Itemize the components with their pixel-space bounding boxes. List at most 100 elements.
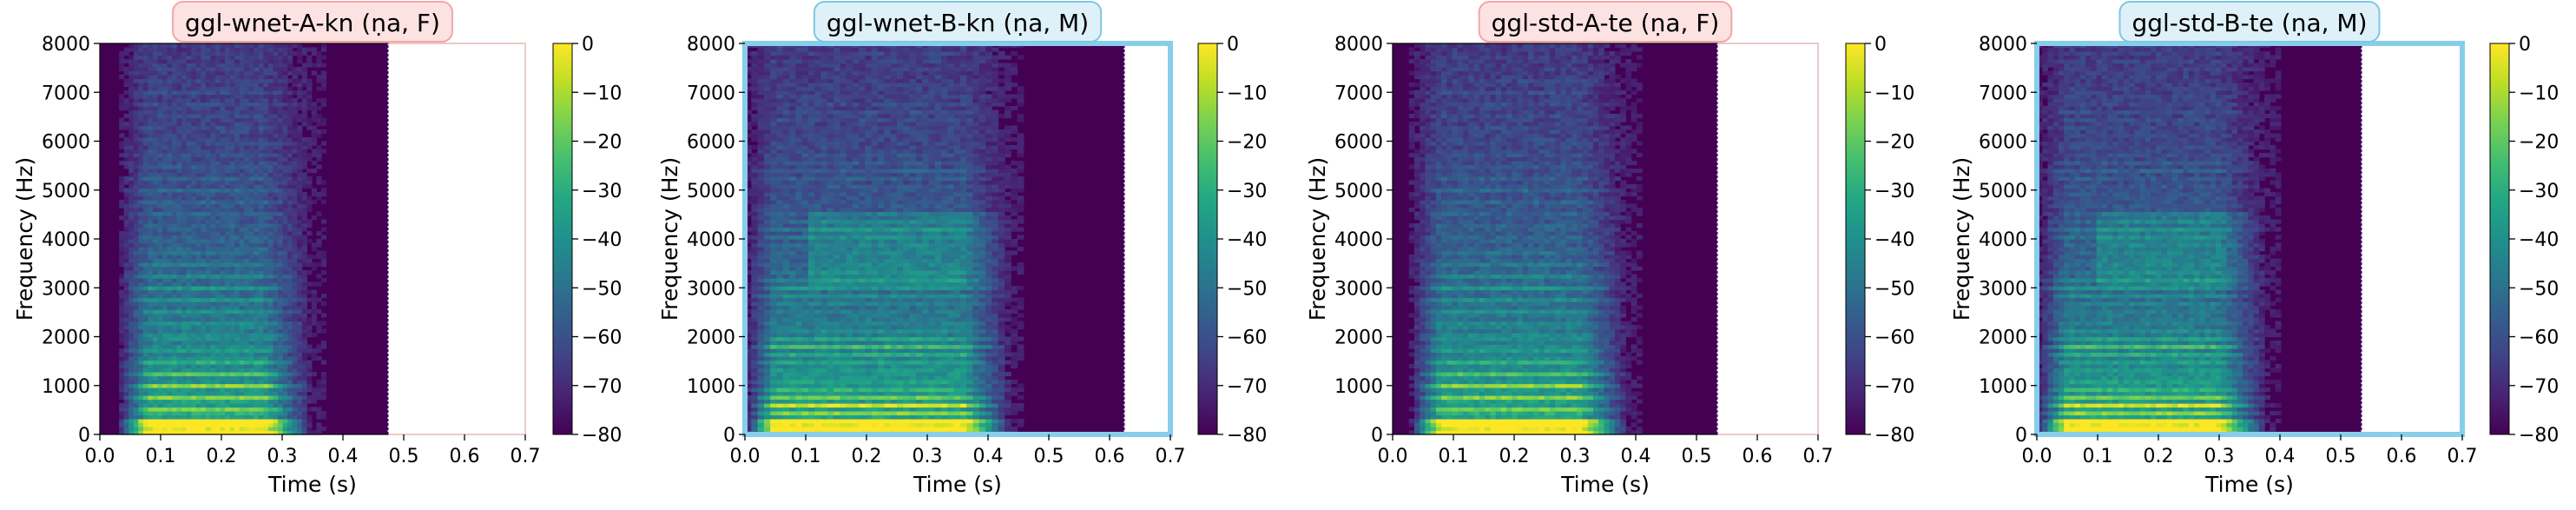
spectrogram-cell (181, 329, 187, 334)
spectrogram-cell (225, 223, 230, 228)
spectrogram-cell (172, 329, 177, 334)
spectrogram-cell (210, 137, 215, 142)
spectrogram-cell (196, 403, 201, 407)
spectrogram-cell (177, 196, 182, 201)
spectrogram-cell (138, 361, 143, 365)
spectrogram-cell (244, 317, 249, 321)
spectrogram-cell (302, 149, 307, 154)
spectrogram-cell (273, 243, 279, 248)
spectrogram-cell (758, 298, 765, 302)
spectrogram-cell (225, 333, 230, 337)
spectrogram-cell (254, 114, 259, 118)
spectrogram-cell (306, 208, 312, 212)
spectrogram-cell (225, 286, 230, 290)
spectrogram-cell (758, 169, 765, 173)
spectrogram-cell (162, 161, 168, 165)
spectrogram-cell (196, 157, 201, 162)
spectrogram-cell (297, 220, 302, 224)
spectrogram-cell (263, 103, 268, 107)
spectrogram-cell (134, 427, 139, 431)
spectrogram-cell (302, 419, 307, 423)
spectrogram-cell (259, 129, 264, 134)
spectrogram-cell (177, 118, 182, 123)
spectrogram-cell (263, 75, 268, 79)
spectrogram-cell (148, 309, 153, 314)
spectrogram-cell (206, 137, 211, 142)
spectrogram-cell (254, 83, 259, 87)
spectrogram-cell (124, 122, 129, 126)
spectrogram-cell (278, 329, 283, 334)
spectrogram-cell (230, 71, 235, 76)
spectrogram-cell (254, 134, 259, 138)
spectrogram-cell (172, 79, 177, 83)
spectrogram-cell (751, 223, 758, 228)
spectrogram-cell (312, 149, 317, 154)
spectrogram-cell (230, 51, 235, 56)
spectrogram-cell (206, 228, 211, 232)
spectrogram-cell (751, 348, 758, 353)
spectrogram-cell (240, 403, 245, 407)
spectrogram-cell (143, 395, 148, 400)
spectrogram-cell (293, 337, 298, 341)
spectrogram-cell (128, 103, 134, 107)
spectrogram-cell (770, 325, 777, 329)
spectrogram-cell (776, 345, 783, 349)
spectrogram-cell (795, 419, 802, 423)
spectrogram-cell (770, 235, 777, 240)
spectrogram-cell (181, 239, 187, 243)
spectrogram-cell (234, 415, 240, 420)
spectrogram-cell (196, 251, 201, 255)
spectrogram-cell (162, 192, 168, 196)
spectrogram-cell (134, 337, 139, 341)
spectrogram-cell (153, 278, 158, 282)
spectrogram-cell (215, 118, 221, 123)
spectrogram-cell (758, 79, 765, 83)
spectrogram-cell (234, 270, 240, 275)
spectrogram-cell (751, 294, 758, 298)
spectrogram-cell (177, 415, 182, 420)
spectrogram-cell (789, 129, 796, 134)
spectrogram-cell (783, 83, 790, 87)
spectrogram-cell (119, 314, 124, 318)
spectrogram-cell (283, 251, 288, 255)
spectrogram-cell (210, 353, 215, 357)
spectrogram-cell (187, 294, 192, 298)
spectrogram-cell (134, 145, 139, 149)
spectrogram-cell (764, 259, 771, 263)
spectrogram-cell (128, 387, 134, 392)
spectrogram-cell (770, 110, 777, 115)
spectrogram-cell (293, 212, 298, 216)
spectrogram-cell (789, 98, 796, 103)
spectrogram-cell (287, 184, 293, 189)
spectrogram-cell (162, 126, 168, 130)
spectrogram-cell (273, 364, 279, 368)
spectrogram-cell (158, 196, 163, 201)
spectrogram-cell (148, 286, 153, 290)
spectrogram-cell (789, 189, 796, 193)
spectrogram-cell (153, 231, 158, 235)
spectrogram-cell (177, 137, 182, 142)
spectrogram-cell (187, 103, 192, 107)
spectrogram-cell (215, 157, 221, 162)
spectrogram-cell (162, 361, 168, 365)
spectrogram-cell (244, 220, 249, 224)
spectrogram-cell (795, 361, 802, 365)
spectrogram-cell (143, 361, 148, 365)
spectrogram-cell (134, 384, 139, 388)
spectrogram-cell (263, 286, 268, 290)
spectrogram-cell (789, 122, 796, 126)
spectrogram-cell (134, 400, 139, 404)
spectrogram-cell (249, 157, 254, 162)
spectrogram-cell (128, 270, 134, 275)
spectrogram-cell (215, 103, 221, 107)
spectrogram-cell (259, 90, 264, 95)
spectrogram-cell (263, 427, 268, 431)
spectrogram-cell (191, 184, 196, 189)
spectrogram-cell (143, 79, 148, 83)
spectrogram-cell (162, 345, 168, 349)
spectrogram-cell (302, 204, 307, 209)
spectrogram-cell (196, 176, 201, 181)
spectrogram-cell (795, 184, 802, 189)
spectrogram-cell (124, 192, 129, 196)
spectrogram-cell (789, 286, 796, 290)
